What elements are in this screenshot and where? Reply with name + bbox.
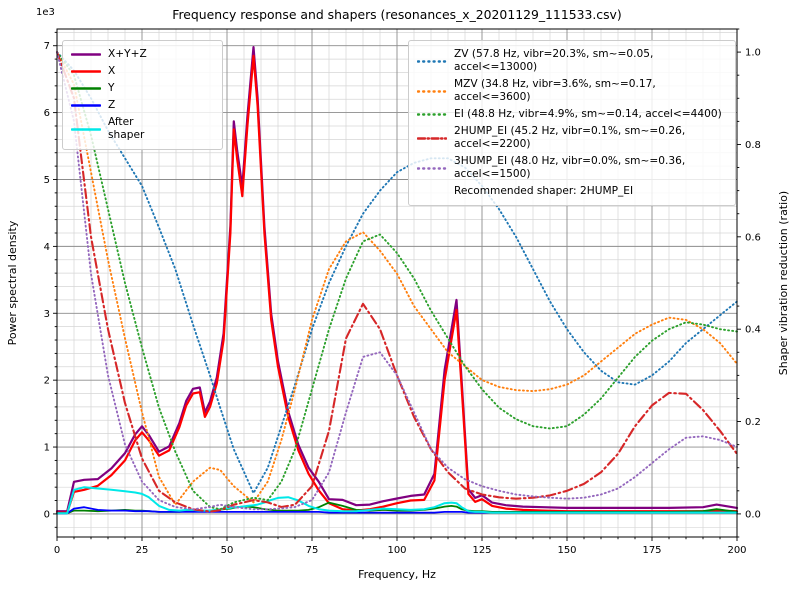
x-axis-label: Frequency, Hz [358,568,436,581]
legend-label: MZV (34.8 Hz, vibr=3.6%, sm~=0.17, accel… [454,78,656,103]
z-line-swatch [71,101,101,110]
legend-item-mzv: MZV (34.8 Hz, vibr=3.6%, sm~=0.17, accel… [417,76,727,106]
legend-label: Y [108,82,115,94]
chart-title: Frequency response and shapers (resonanc… [172,7,622,22]
3hump-ei-curve [56,51,738,511]
legend-item-z: Z [71,97,214,114]
zv-curve [56,51,738,495]
ei-line-swatch [417,110,447,119]
y-right-tick-label: 1.0 [745,48,761,59]
y-left-tick-label: 7 [44,41,50,52]
shaper-curves-layer [55,51,739,513]
legend-label: X [108,65,116,77]
y-left-tick-label: 2 [44,376,50,387]
y-right-tick-label: 0.6 [745,232,761,243]
3hump-ei-line-swatch [417,164,447,173]
y-left-tick-label: 6 [44,108,50,119]
ei-curve [56,51,738,511]
legend-item-y: Y [71,80,214,97]
x-tick-label: 0 [54,545,60,556]
y-right-tick-label: 0.2 [745,417,761,428]
legend-shapers: ZV (57.8 Hz, vibr=20.3%, sm~=0.05, accel… [408,40,736,206]
legend-label: 3HUMP_EI (48.0 Hz, vibr=0.0%, sm~=0.36, … [454,155,686,180]
x-tick-label: 175 [642,545,661,556]
tick-labels-layer: 0 25 50 75 100 125 150 175 200 0 1 2 3 4 5 6 7 0.0 0.2 0.4 0… [44,41,761,556]
legend-item-2hump-ei: 2HUMP_EI (45.2 Hz, vibr=0.1%, sm~=0.26, … [417,123,727,153]
legend-label: ZV (57.8 Hz, vibr=20.3%, sm~=0.05, accel… [454,48,654,73]
x-y-z-line-swatch [71,50,101,59]
ticks-layer [53,28,741,541]
legend-item-3hump-ei: 3HUMP_EI (48.0 Hz, vibr=0.0%, sm~=0.36, … [417,153,727,183]
psd-curves-layer [55,45,739,515]
legend-item-after-shaper: After shaper [71,114,214,144]
zv-line-swatch [417,57,447,66]
y-right-tick-label: 0.8 [745,140,761,151]
x-tick-label: 125 [472,545,491,556]
y-left-tick-label: 3 [44,309,50,320]
y-left-tick-label: 0 [44,509,50,520]
y-right-axis-label: Shaper vibration reduction (ratio) [777,191,790,375]
recommended-shaper-note: Recommended shaper: 2HUMP_EI [454,185,634,197]
y-right-tick-label: 0.4 [745,325,761,336]
2hump-ei-curve [55,51,739,513]
2hump-ei-line-swatch [417,134,447,143]
x-tick-label: 200 [727,545,746,556]
x-tick-label: 25 [136,545,149,556]
x-tick-label: 75 [306,545,319,556]
after-shaper-curve [56,486,738,515]
after-shaper-line-swatch [71,125,101,134]
legend-psd: X+Y+Z X Y Z After shaper [62,40,223,150]
legend-label: Z [108,99,116,111]
legend-item-zv: ZV (57.8 Hz, vibr=20.3%, sm~=0.05, accel… [417,46,727,76]
legend-item-x-y-z: X+Y+Z [71,46,214,63]
y-left-tick-label: 4 [44,242,50,253]
mzv-line-swatch [417,87,447,96]
x-tick-label: 150 [557,545,576,556]
legend-label: X+Y+Z [108,48,147,60]
y-left-axis-label: Power spectral density [6,220,19,345]
legend-label: 2HUMP_EI (45.2 Hz, vibr=0.1%, sm~=0.26, … [454,125,686,150]
legend-label: EI (48.8 Hz, vibr=4.9%, sm~=0.14, accel<… [454,108,722,120]
y-right-tick-label: 0.0 [745,509,761,520]
legend-item-x: X [71,63,214,80]
x-tick-label: 50 [221,545,234,556]
y-left-tick-label: 5 [44,175,50,186]
legend-label: After shaper [108,116,145,141]
x-line-swatch [71,67,101,76]
y-axis-offset-label: 1e3 [36,7,55,18]
legend-item-ei: EI (48.8 Hz, vibr=4.9%, sm~=0.14, accel<… [417,106,727,123]
x-tick-label: 100 [387,545,406,556]
y-left-tick-label: 1 [44,443,50,454]
y-line-swatch [71,84,101,93]
